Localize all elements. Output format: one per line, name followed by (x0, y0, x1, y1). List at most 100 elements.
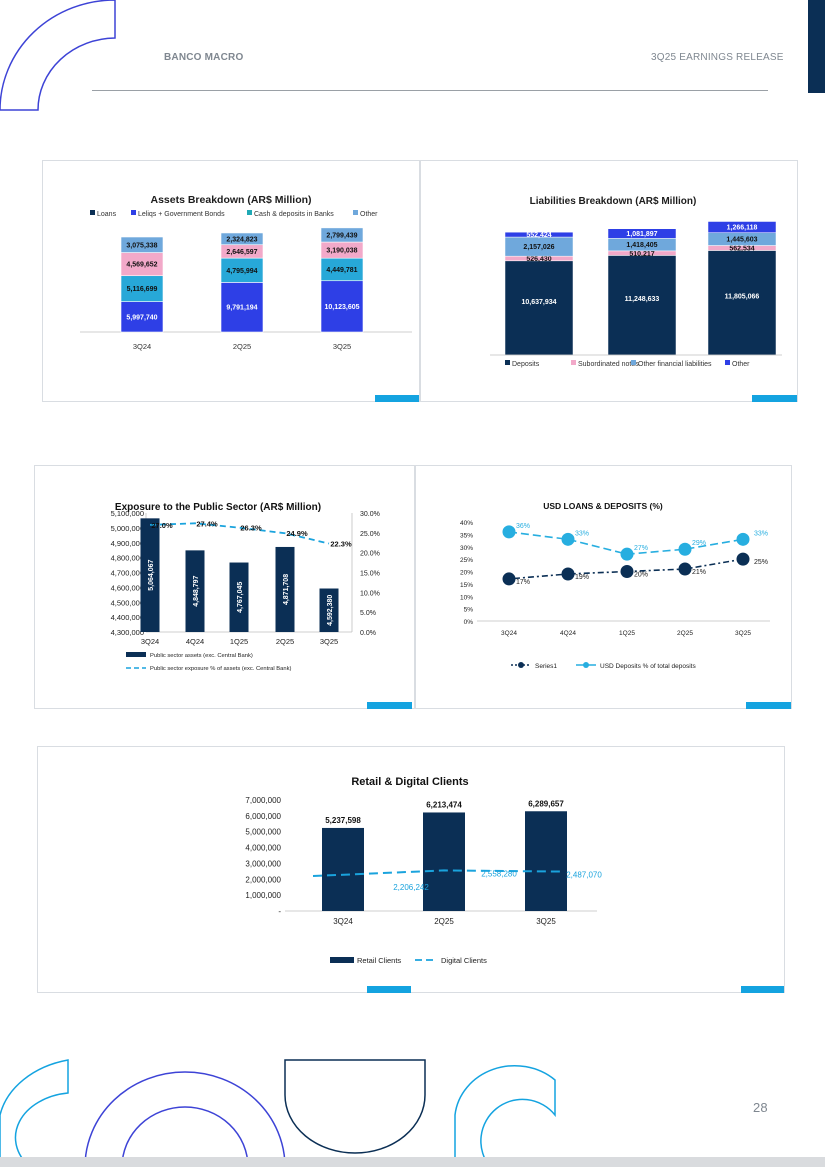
legend-label: Public sector assets (exc. Central Bank) (150, 653, 253, 659)
y-tick-label: 4,600,000 (111, 583, 144, 592)
chart-title: Assets Breakdown (AR$ Million) (150, 194, 311, 206)
data-label: 25% (754, 559, 768, 566)
data-label: 4,767,045 (237, 582, 244, 613)
y-tick-label: 4,000,000 (245, 844, 281, 853)
footer-band (0, 1157, 825, 1167)
data-label: 11,805,066 (725, 294, 760, 301)
legend-label: Leliqs + Government Bonds (138, 211, 225, 218)
line-data-label: 22.3% (330, 540, 352, 549)
legend-label: Other financial liabilities (638, 361, 712, 368)
y2-tick-label: 5.0% (360, 610, 376, 617)
x-tick-label: 2Q25 (276, 637, 294, 646)
chart-title: Liabilities Breakdown (AR$ Million) (530, 196, 697, 207)
bar-segment (220, 232, 264, 246)
data-label: 9,791,194 (226, 305, 257, 312)
legend-swatch (126, 652, 146, 657)
data-label: 4,871,708 (283, 574, 290, 605)
y-tick-label: 4,500,000 (111, 598, 144, 607)
data-label: 36% (516, 523, 530, 530)
legend-swatch (330, 957, 354, 963)
y-tick-label: 0% (464, 619, 474, 626)
bar (185, 550, 205, 632)
data-label: 4,592,380 (327, 595, 334, 626)
data-label: 1,081,897 (626, 231, 657, 238)
y-tick-label: 35% (460, 532, 473, 539)
x-tick-label: 3Q24 (333, 917, 353, 926)
bar-segment (120, 301, 164, 333)
decor-arcs-bottom (0, 1059, 556, 1167)
x-tick-label: 3Q24 (141, 637, 159, 646)
y-tick-label: 5% (464, 607, 474, 614)
bar-segment (504, 260, 574, 356)
x-tick-label: 2Q25 (434, 917, 454, 926)
header-divider (92, 90, 768, 91)
legend-label: Retail Clients (357, 956, 401, 965)
data-label: 5,997,740 (126, 314, 157, 321)
legend-label: Deposits (512, 361, 540, 368)
legend-label: Other (360, 211, 378, 218)
y2-tick-label: 20.0% (360, 551, 380, 558)
y-tick-label: 4,800,000 (111, 554, 144, 563)
series-marker (736, 552, 750, 566)
bar-segment (607, 228, 677, 239)
panel-tab (746, 702, 791, 709)
y-tick-label: 25% (460, 557, 473, 564)
bar (275, 546, 295, 632)
clients-panel (37, 746, 785, 993)
panel-tab (375, 395, 419, 402)
bar (423, 812, 465, 911)
y-tick-label: 4,700,000 (111, 569, 144, 578)
series-marker (561, 532, 575, 546)
y-tick-label: 4,300,000 (111, 628, 144, 637)
data-label: 526,430 (526, 256, 551, 263)
y2-tick-label: 25.0% (360, 531, 380, 538)
legend-label: Public sector exposure % of assets (exc.… (150, 666, 292, 672)
y2-tick-label: 10.0% (360, 590, 380, 597)
data-label: 510,217 (629, 251, 654, 258)
assets-chart: Assets Breakdown (AR$ Million) Loans Leliq… (80, 194, 412, 351)
y2-tick-label: 0.0% (360, 630, 376, 637)
header-report-title: 3Q25 EARNINGS RELEASE (651, 52, 784, 63)
y-tick-label: 3,000,000 (245, 859, 281, 868)
header-right-bar (808, 0, 825, 93)
header-bank-name: BANCO MACRO (164, 52, 244, 63)
bar-segment (120, 236, 164, 253)
y-tick-label: 5,000,000 (245, 828, 281, 837)
data-label: 2,157,026 (523, 244, 554, 251)
series-marker (561, 567, 575, 581)
x-tick-label: 2Q25 (677, 630, 693, 637)
data-label: 3,075,338 (126, 242, 157, 249)
chart-title: USD LOANS & DEPOSITS (%) (543, 501, 663, 511)
series-marker (678, 542, 692, 556)
data-label: 20% (634, 572, 648, 579)
line-data-label: 2,487,070 (566, 871, 602, 880)
legend-label: Digital Clients (441, 956, 487, 965)
liabilities-chart: Liabilities Breakdown (AR$ Million) 10,63… (490, 196, 782, 368)
legend-swatch (571, 360, 576, 365)
bar-segment (320, 227, 364, 243)
bar-segment (220, 257, 264, 283)
data-label: 4,449,781 (326, 267, 357, 274)
data-label: 6,289,657 (528, 799, 564, 808)
data-label: 1,445,603 (726, 237, 757, 244)
x-tick-label: 4Q24 (560, 630, 576, 637)
bar (140, 518, 160, 632)
y2-tick-label: 15.0% (360, 571, 380, 578)
legend-label: Other (732, 361, 750, 368)
data-label: 5,064,067 (148, 560, 155, 591)
line-data-label: 24.9% (286, 529, 308, 538)
series-marker (620, 565, 634, 578)
data-label: 562,534 (729, 246, 754, 253)
bar-segment (320, 280, 364, 333)
panel-tab (741, 986, 784, 993)
y-tick-label: 30% (460, 545, 473, 552)
public-panel (34, 465, 415, 709)
data-label: 4,569,652 (126, 262, 157, 269)
usd-chart: USD LOANS & DEPOSITS (%) 0% 5% 10% 15% 20% 25%… (460, 501, 770, 670)
x-tick-label: 1Q25 (619, 630, 635, 637)
line-data-label: 26.3% (240, 524, 262, 533)
y-tick-label: 7,000,000 (245, 796, 281, 805)
data-label: 11,248,633 (625, 296, 660, 303)
legend-swatch (505, 360, 510, 365)
data-label: 29% (692, 540, 706, 547)
